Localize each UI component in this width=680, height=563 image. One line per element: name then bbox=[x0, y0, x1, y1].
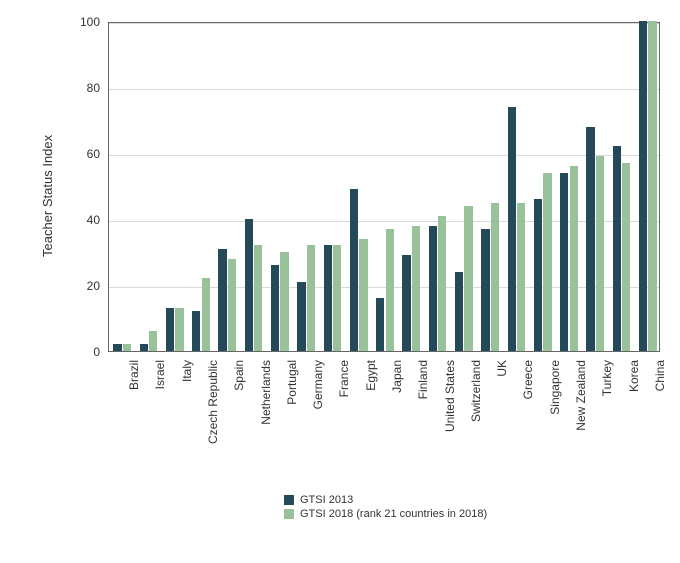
x-tick-label: France bbox=[337, 360, 351, 397]
bar bbox=[455, 272, 463, 351]
y-tick-label: 100 bbox=[70, 15, 100, 29]
bar bbox=[491, 203, 499, 352]
bar bbox=[648, 21, 656, 351]
x-tick-label: Finland bbox=[416, 360, 430, 399]
x-tick-label: New Zealand bbox=[574, 360, 588, 431]
x-tick-label: Singapore bbox=[548, 360, 562, 415]
bar bbox=[429, 226, 437, 351]
legend-label: GTSI 2013 bbox=[300, 494, 353, 506]
y-tick-label: 0 bbox=[70, 345, 100, 359]
bar bbox=[534, 199, 542, 351]
x-tick-label: UK bbox=[495, 360, 509, 377]
x-tick-label: Germany bbox=[311, 360, 325, 409]
bar bbox=[324, 245, 332, 351]
bar bbox=[218, 249, 226, 351]
bar bbox=[586, 127, 594, 351]
bar bbox=[254, 245, 262, 351]
bar bbox=[464, 206, 472, 351]
plot-area bbox=[108, 22, 660, 352]
y-axis-label: Teacher Status Index bbox=[40, 135, 55, 257]
bar bbox=[517, 203, 525, 352]
x-tick-label: Netherlands bbox=[259, 360, 273, 425]
legend: GTSI 2013 GTSI 2018 (rank 21 countries in… bbox=[284, 492, 487, 522]
x-tick-label: Spain bbox=[232, 360, 246, 391]
bar bbox=[350, 189, 358, 351]
x-tick-label: Italy bbox=[180, 360, 194, 382]
x-tick-label: Switzerland bbox=[469, 360, 483, 422]
bar bbox=[508, 107, 516, 351]
x-tick-label: Korea bbox=[627, 360, 641, 392]
bar bbox=[166, 308, 174, 351]
bar bbox=[639, 21, 647, 351]
bar bbox=[402, 255, 410, 351]
bar bbox=[333, 245, 341, 351]
bar bbox=[386, 229, 394, 351]
x-tick-label: Japan bbox=[390, 360, 404, 393]
bar bbox=[438, 216, 446, 351]
bar bbox=[123, 344, 131, 351]
gridline bbox=[109, 89, 659, 90]
bar bbox=[280, 252, 288, 351]
bar bbox=[228, 259, 236, 351]
legend-swatch bbox=[284, 495, 294, 505]
x-tick-label: Brazil bbox=[127, 360, 141, 390]
bar bbox=[175, 308, 183, 351]
bar bbox=[622, 163, 630, 351]
bar bbox=[149, 331, 157, 351]
y-tick-label: 80 bbox=[70, 81, 100, 95]
bar bbox=[560, 173, 568, 351]
bar bbox=[376, 298, 384, 351]
legend-label: GTSI 2018 (rank 21 countries in 2018) bbox=[300, 508, 487, 520]
x-tick-label: Greece bbox=[521, 360, 535, 399]
bar bbox=[202, 278, 210, 351]
bar bbox=[359, 239, 367, 351]
x-tick-label: United States bbox=[443, 360, 457, 432]
bar bbox=[245, 219, 253, 351]
bar bbox=[297, 282, 305, 351]
gridline bbox=[109, 155, 659, 156]
gridline bbox=[109, 23, 659, 24]
bar bbox=[140, 344, 148, 351]
y-tick-label: 20 bbox=[70, 279, 100, 293]
chart-container: Teacher Status Index 0 20 40 60 80 100 Brazil… bbox=[0, 0, 680, 563]
x-tick-label: Israel bbox=[153, 360, 167, 389]
bar bbox=[113, 344, 121, 351]
legend-item: GTSI 2018 (rank 21 countries in 2018) bbox=[284, 508, 487, 520]
legend-item: GTSI 2013 bbox=[284, 494, 487, 506]
bar bbox=[570, 166, 578, 351]
x-tick-label: Portugal bbox=[285, 360, 299, 405]
legend-swatch bbox=[284, 509, 294, 519]
x-tick-label: Egypt bbox=[364, 360, 378, 391]
bar bbox=[596, 156, 604, 351]
bar bbox=[412, 226, 420, 351]
y-tick-label: 60 bbox=[70, 147, 100, 161]
bar bbox=[481, 229, 489, 351]
bar bbox=[192, 311, 200, 351]
bar bbox=[307, 245, 315, 351]
y-tick-label: 40 bbox=[70, 213, 100, 227]
bar bbox=[543, 173, 551, 351]
bar bbox=[613, 146, 621, 351]
x-tick-label: Turkey bbox=[600, 360, 614, 396]
x-tick-label: Czech Republic bbox=[206, 360, 220, 444]
x-tick-label: China bbox=[653, 360, 667, 391]
bar bbox=[271, 265, 279, 351]
